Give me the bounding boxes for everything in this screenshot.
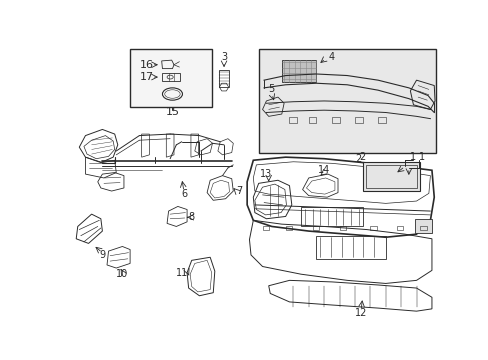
Text: 1: 1	[418, 152, 424, 162]
Text: 9: 9	[99, 250, 105, 260]
Text: 1: 1	[409, 152, 415, 162]
Bar	[281, 60, 316, 82]
Bar	[339, 226, 345, 230]
Text: 14: 14	[317, 165, 329, 175]
Bar	[258, 49, 435, 153]
Bar	[420, 226, 426, 230]
Bar	[312, 226, 318, 230]
Bar	[162, 73, 180, 81]
Text: 3: 3	[221, 52, 226, 62]
Bar	[301, 207, 362, 226]
Bar	[354, 117, 362, 123]
Bar	[414, 219, 431, 233]
Bar	[316, 236, 385, 259]
Bar	[365, 165, 416, 188]
Text: 15: 15	[165, 108, 179, 117]
Text: 4: 4	[328, 52, 334, 62]
Text: 12: 12	[354, 308, 366, 318]
Text: 2: 2	[355, 154, 361, 164]
Text: 7: 7	[236, 186, 242, 196]
Bar	[289, 117, 297, 123]
Text: 2: 2	[359, 152, 365, 162]
Text: 8: 8	[188, 212, 194, 222]
Text: 5: 5	[268, 84, 274, 94]
Bar	[331, 117, 339, 123]
Bar	[396, 226, 403, 230]
Bar	[219, 70, 228, 87]
Bar	[377, 117, 385, 123]
Bar	[362, 162, 420, 191]
Bar	[369, 226, 376, 230]
Text: 6: 6	[181, 189, 187, 199]
Bar	[285, 226, 291, 230]
Text: 11: 11	[176, 267, 188, 278]
Bar	[262, 226, 268, 230]
Text: 13: 13	[259, 169, 271, 179]
Text: 10: 10	[116, 269, 128, 279]
Text: 17: 17	[139, 72, 153, 82]
Bar	[130, 49, 212, 107]
Text: 16: 16	[139, 60, 153, 70]
Bar	[308, 117, 316, 123]
